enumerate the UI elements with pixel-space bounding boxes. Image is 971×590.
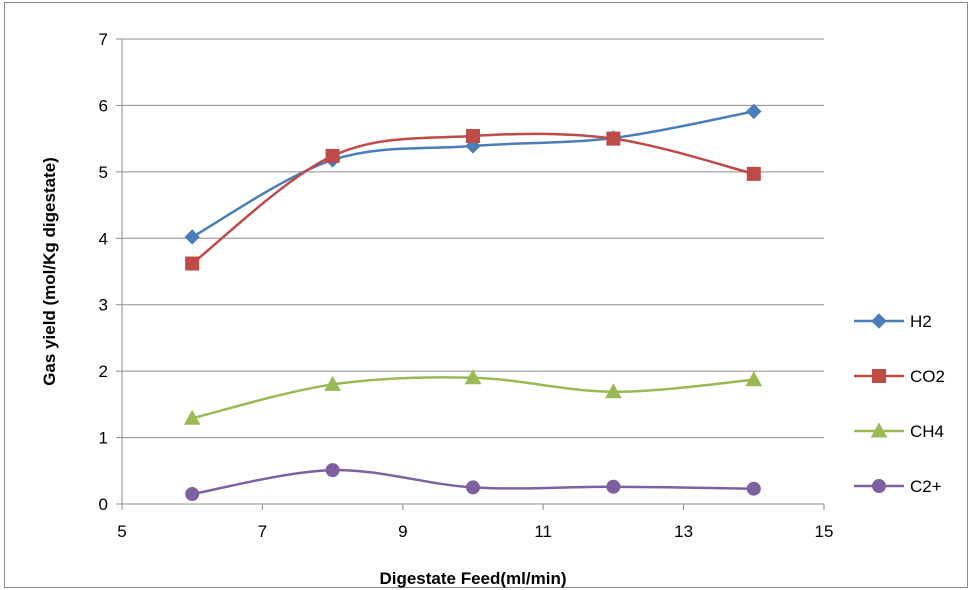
legend-item-h2: H2 bbox=[854, 312, 932, 331]
y-tick-label: 0 bbox=[99, 495, 108, 514]
legend-item-c2: C2+ bbox=[854, 477, 942, 496]
legend-label: CO2 bbox=[910, 367, 945, 386]
data-point bbox=[464, 369, 482, 385]
legend-item-ch4: CH4 bbox=[854, 422, 944, 441]
legend: H2 CO2 CH4 C2+ bbox=[854, 312, 945, 496]
tick-labels: 0 1 2 3 4 5 6 7 5 7 9 11 13 15 bbox=[99, 30, 834, 541]
x-tick-label: 13 bbox=[674, 522, 693, 541]
series-ch4 bbox=[183, 369, 763, 425]
data-point bbox=[183, 409, 201, 425]
data-point bbox=[185, 256, 200, 271]
legend-marker bbox=[872, 479, 886, 493]
series-c2 bbox=[185, 463, 761, 502]
series-group bbox=[183, 103, 763, 502]
gridlines bbox=[122, 38, 824, 439]
series-h2 bbox=[184, 103, 762, 245]
y-tick-label: 5 bbox=[99, 163, 108, 182]
y-tick-label: 1 bbox=[99, 429, 108, 448]
data-point bbox=[746, 166, 761, 181]
data-point bbox=[606, 479, 621, 494]
data-point bbox=[324, 375, 341, 391]
y-tick-label: 2 bbox=[99, 362, 108, 381]
data-point bbox=[745, 371, 763, 387]
y-axis-title: Gas yield (mol/Kg digestate) bbox=[40, 157, 59, 386]
data-point bbox=[185, 487, 200, 502]
data-point bbox=[325, 148, 340, 163]
chart-area bbox=[4, 2, 968, 588]
data-point bbox=[746, 481, 761, 496]
x-tick-label: 5 bbox=[117, 522, 126, 541]
x-tick-label: 15 bbox=[815, 522, 834, 541]
x-tick-label: 11 bbox=[534, 522, 552, 541]
series-co2 bbox=[185, 128, 761, 271]
data-point bbox=[605, 383, 622, 399]
legend-marker bbox=[872, 369, 886, 383]
y-tick-label: 7 bbox=[99, 30, 108, 49]
legend-label: C2+ bbox=[910, 477, 942, 496]
data-point bbox=[746, 103, 762, 120]
x-tick-label: 7 bbox=[258, 522, 267, 541]
legend-item-co2: CO2 bbox=[854, 367, 945, 386]
y-tick-label: 6 bbox=[99, 96, 108, 115]
data-point bbox=[325, 463, 340, 478]
legend-label: CH4 bbox=[910, 422, 944, 441]
legend-marker bbox=[871, 313, 887, 329]
x-axis-title: Digestate Feed(ml/min) bbox=[379, 569, 566, 588]
legend-marker bbox=[870, 422, 888, 438]
y-tick-label: 3 bbox=[99, 296, 108, 315]
data-point bbox=[184, 229, 200, 245]
legend-label: H2 bbox=[910, 312, 932, 331]
data-point bbox=[466, 480, 480, 495]
axes bbox=[116, 38, 825, 510]
x-tick-label: 9 bbox=[398, 522, 407, 541]
data-point bbox=[606, 131, 621, 146]
y-tick-label: 4 bbox=[99, 229, 108, 248]
data-point bbox=[466, 128, 480, 143]
